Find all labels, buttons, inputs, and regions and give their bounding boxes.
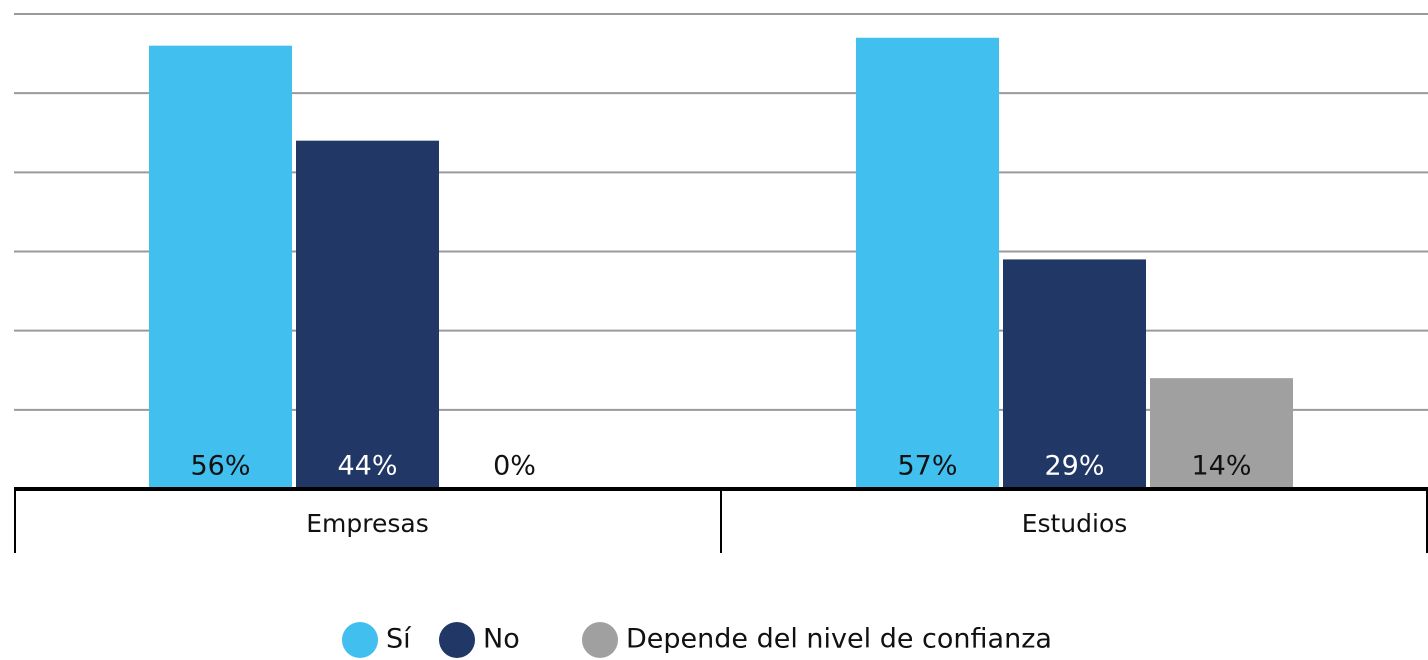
bar — [856, 37, 999, 489]
legend-swatch — [582, 622, 618, 658]
bar — [296, 140, 439, 489]
bar — [149, 45, 292, 490]
legend-swatch — [439, 622, 475, 658]
bar — [1150, 378, 1293, 489]
legend-label: Sí — [386, 624, 412, 655]
value-label: 14% — [1191, 451, 1251, 482]
value-label: 0% — [493, 451, 536, 482]
x-tick-label: Empresas — [306, 509, 429, 538]
x-tick-label: Estudios — [1022, 509, 1128, 538]
bar — [1003, 259, 1146, 489]
value-label: 29% — [1044, 451, 1104, 482]
legend-label: Depende del nivel de confianza — [626, 624, 1052, 655]
value-label: 56% — [190, 451, 250, 482]
value-label: 44% — [337, 451, 397, 482]
value-label: 57% — [897, 451, 957, 482]
legend-swatch — [342, 622, 378, 658]
legend-label: No — [483, 624, 520, 655]
